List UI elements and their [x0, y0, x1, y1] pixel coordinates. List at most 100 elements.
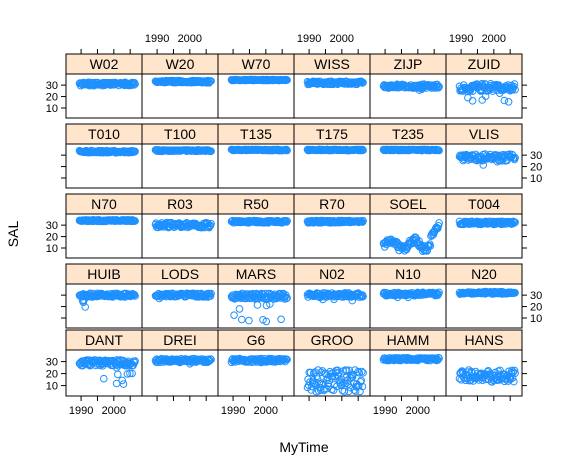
data-point: [345, 366, 354, 375]
data-point: [201, 147, 210, 155]
data-point: [123, 370, 132, 378]
data-point: [262, 317, 271, 326]
data-point: [317, 368, 326, 377]
data-point: [426, 242, 435, 250]
data-point: [358, 367, 366, 376]
data-point: [131, 147, 139, 156]
data-point: [207, 219, 215, 228]
panel-w20: W20: [141, 53, 219, 119]
data-point: [466, 85, 475, 93]
data-point: [359, 369, 367, 377]
data-point: [323, 384, 331, 393]
data-point: [432, 223, 441, 232]
y-axis-label: SAL: [5, 221, 21, 248]
panel-t175: T175: [293, 123, 371, 189]
data-point: [100, 374, 108, 383]
panel-t235: T235: [369, 123, 447, 189]
data-point: [435, 82, 443, 91]
panel-strip-label: T135: [240, 126, 272, 142]
panel-soel: SOEL: [369, 193, 447, 259]
data-point: [343, 376, 352, 385]
panel-n20: N20: [445, 263, 523, 329]
data-point: [481, 289, 490, 298]
x-axis-label: MyTime: [279, 439, 328, 455]
panel-strip-label: R70: [319, 196, 345, 212]
data-point: [126, 369, 134, 378]
data-point: [511, 153, 519, 162]
data-point: [479, 161, 488, 169]
data-point: [476, 86, 485, 95]
panel-strip-label: HUIB: [87, 266, 120, 282]
data-point: [359, 292, 367, 301]
data-point: [245, 316, 253, 325]
data-point: [238, 315, 246, 324]
y-tick-label: 30: [530, 290, 542, 302]
data-point: [112, 364, 121, 372]
y-tick-label: 20: [46, 92, 58, 104]
panel-r70: R70: [293, 193, 371, 259]
panel-w70: W70: [217, 53, 295, 119]
data-point: [128, 369, 136, 378]
data-point: [508, 374, 517, 382]
data-point: [503, 84, 511, 92]
panel-hans: HANS: [445, 329, 523, 397]
panel-frame: [445, 349, 523, 397]
data-point: [359, 78, 367, 87]
panel-r50: R50: [217, 193, 295, 259]
data-point: [320, 385, 329, 393]
y-tick-label: 20: [46, 232, 58, 244]
x-tick-label: 2000: [330, 33, 354, 45]
panel-strip-label: R03: [167, 196, 193, 212]
data-point: [118, 376, 126, 385]
panel-n70: N70: [65, 193, 143, 259]
panel-strip-label: R50: [243, 196, 269, 212]
data-point: [131, 357, 139, 365]
panel-frame: [369, 73, 447, 119]
panel-strip-label: T004: [468, 196, 500, 212]
panel-strip-label: WISS: [314, 56, 350, 72]
panel-strip-label: W70: [242, 56, 271, 72]
panel-strip-label: G6: [247, 332, 266, 348]
data-point: [283, 146, 291, 155]
panel-strip-label: ZIJP: [394, 56, 423, 72]
data-point: [283, 294, 291, 302]
data-point: [131, 217, 139, 225]
panel-t135: T135: [217, 123, 295, 189]
data-point: [207, 77, 215, 85]
data-point: [319, 295, 327, 304]
data-point: [358, 145, 367, 154]
axes-layer: 1990 2000 1990 2000 1990 2000 1990 2000 1990 2000…: [46, 33, 543, 417]
x-tick-label: 1990: [297, 33, 321, 45]
data-point: [493, 157, 502, 166]
data-point: [283, 355, 291, 364]
y-tick-label: 10: [46, 103, 58, 115]
panel-huib: HUIB: [65, 263, 143, 329]
panel-hamm: HAMM: [369, 329, 447, 397]
data-point: [393, 293, 402, 302]
data-point: [510, 366, 519, 375]
data-point: [468, 97, 477, 105]
data-point: [313, 375, 322, 383]
data-point: [343, 366, 351, 375]
panel-t004: T004: [445, 193, 523, 259]
x-tick-label: 1990: [373, 405, 397, 417]
panel-strip-label: N20: [471, 266, 497, 282]
data-point: [404, 293, 413, 302]
data-point: [334, 368, 343, 377]
panel-zijp: ZIJP: [369, 53, 447, 119]
data-point: [266, 300, 274, 308]
y-tick-label: 20: [46, 369, 58, 381]
x-tick-label: 2000: [102, 405, 126, 417]
data-point: [238, 293, 246, 302]
panel-strip-label: N02: [319, 266, 345, 282]
data-point: [279, 292, 288, 301]
panels-layer: DANT DREI G6 GROO HAMM HANS HUIB LODS MARS N02 N10…: [65, 53, 523, 397]
x-tick-label: 2000: [482, 33, 506, 45]
data-point: [435, 146, 443, 155]
data-point: [435, 354, 443, 363]
panel-strip-label: W02: [90, 56, 119, 72]
data-point: [155, 294, 163, 303]
data-point: [81, 303, 89, 311]
data-point: [435, 219, 443, 227]
